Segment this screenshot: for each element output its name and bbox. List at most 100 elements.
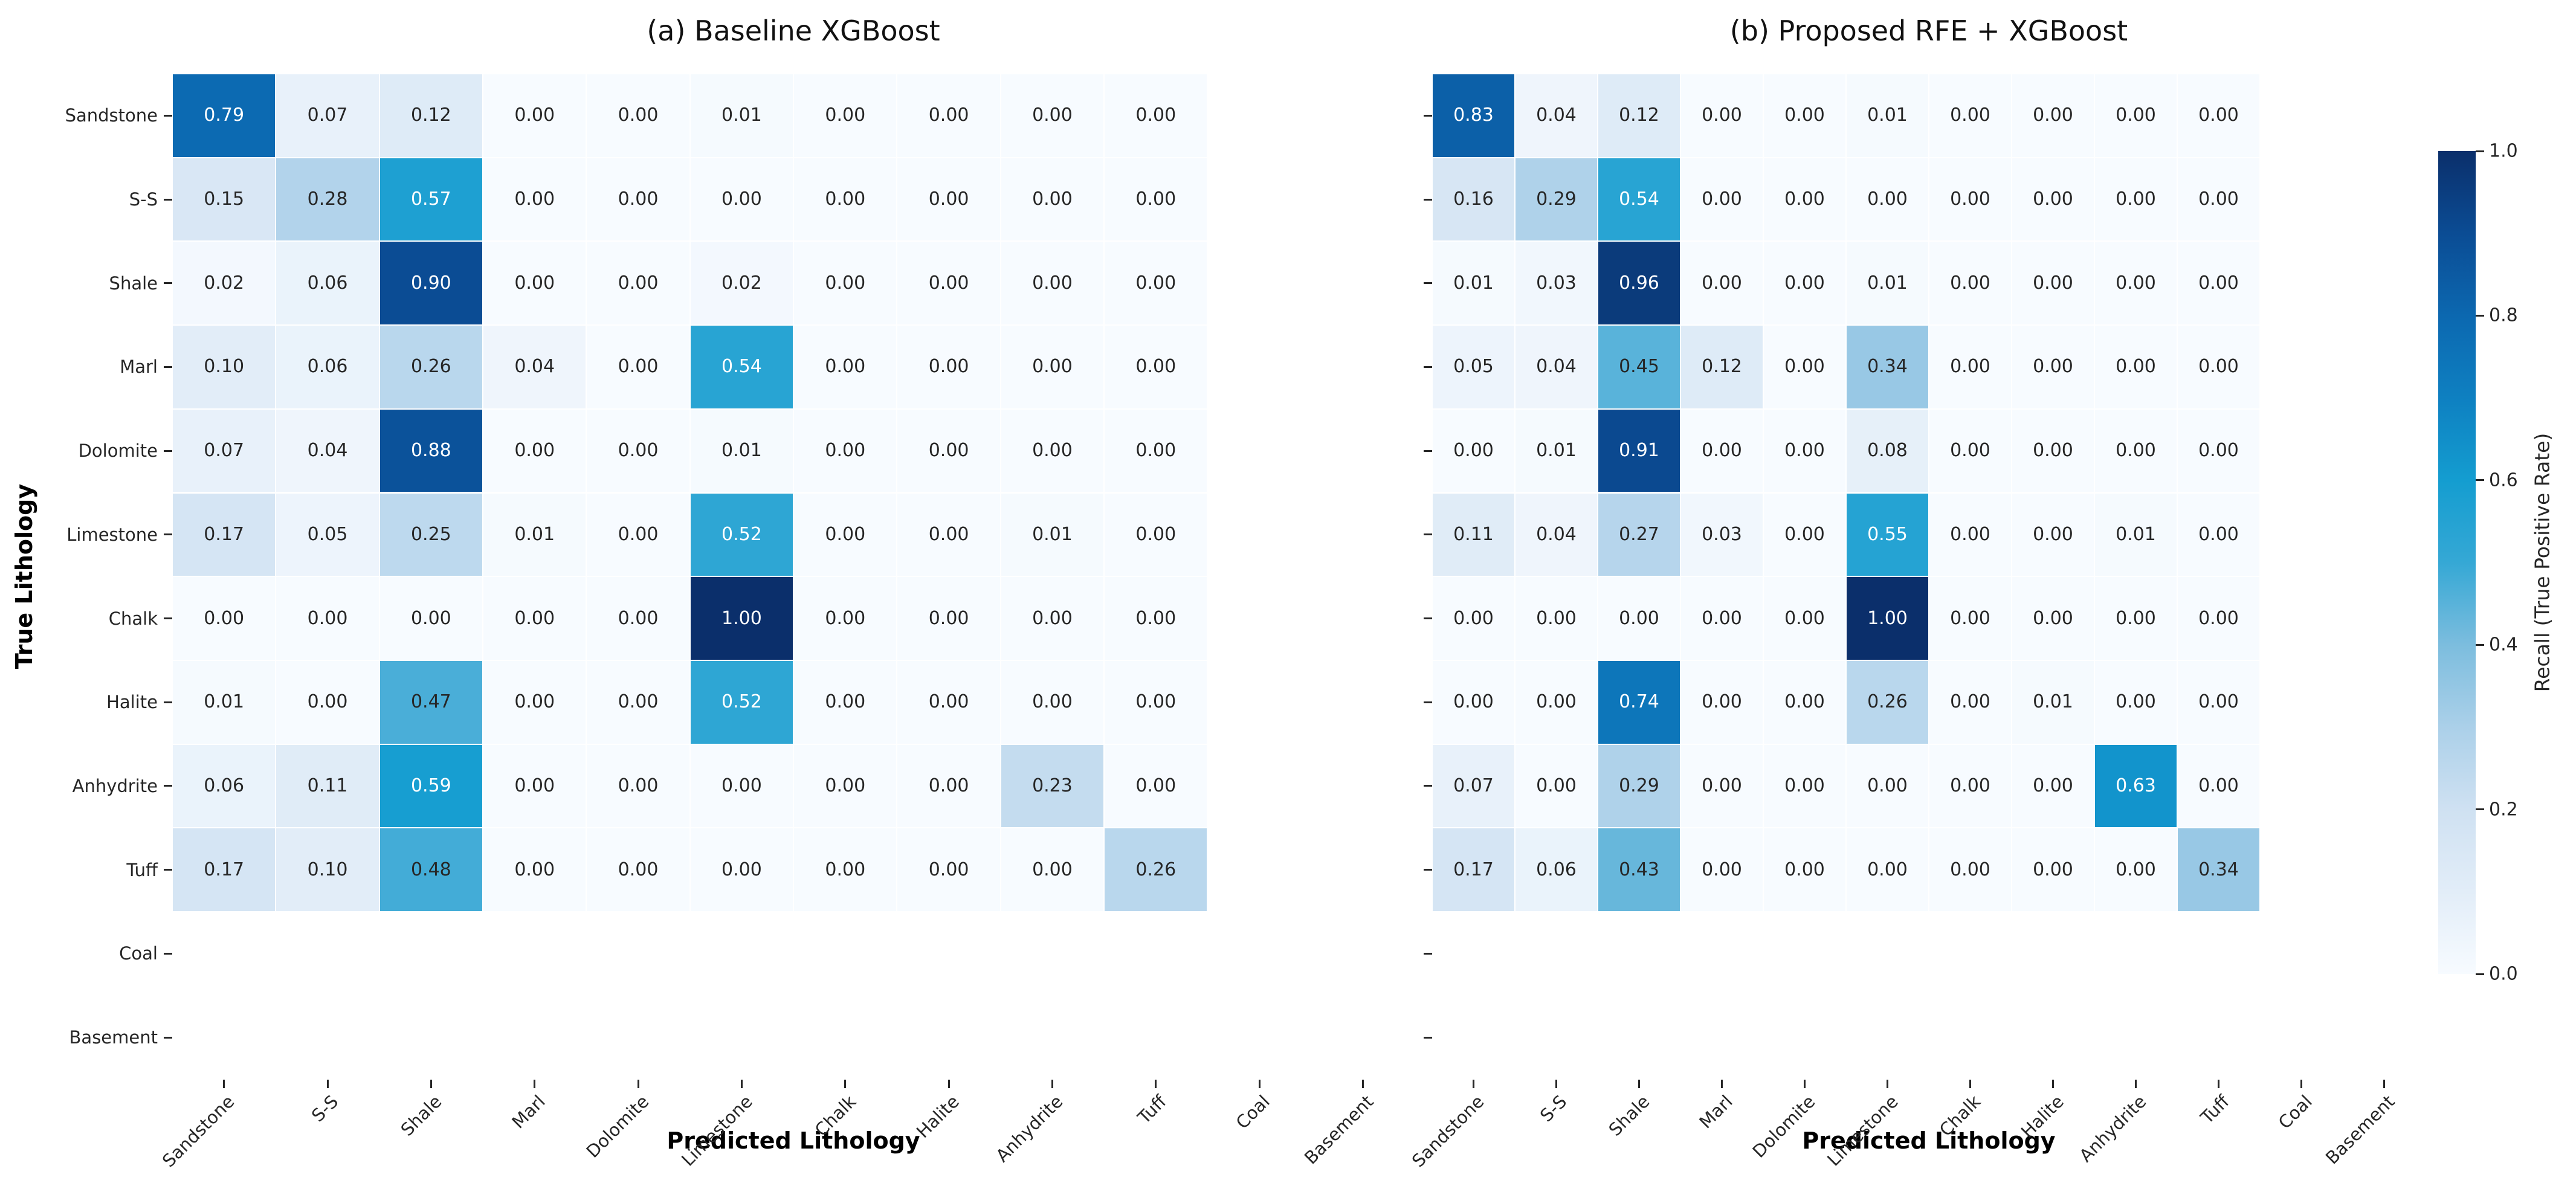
heatmap-cell: 0.34 xyxy=(1847,326,1928,408)
colorbar-tick-label: 0.0 xyxy=(2489,963,2518,985)
axis-tick xyxy=(164,366,172,368)
heatmap-cell: 0.04 xyxy=(1516,74,1597,157)
colorbar-gradient xyxy=(2438,151,2476,974)
heatmap-cell: 0.52 xyxy=(690,660,793,744)
y-tick-label: Dolomite xyxy=(78,440,158,462)
heatmap-cell: 0.01 xyxy=(1847,242,1928,325)
heatmap-cell: 0.00 xyxy=(1001,828,1104,911)
heatmap-cell: 0.00 xyxy=(1764,828,1845,911)
heatmap-cell: 0.10 xyxy=(276,828,379,911)
heatmap-cell: 0.00 xyxy=(794,660,897,744)
heatmap-cell: 0.00 xyxy=(173,577,276,660)
heatmap-cell: 0.00 xyxy=(587,493,689,576)
heatmap-cell: 0.01 xyxy=(1001,493,1104,576)
heatmap-cell: 0.00 xyxy=(1105,660,1207,744)
heatmap-cell: 0.00 xyxy=(2178,493,2259,576)
heatmap-cell: 0.48 xyxy=(379,828,483,911)
heatmap-cell: 0.01 xyxy=(1433,242,1514,325)
heatmap-cell: 0.00 xyxy=(2012,326,2094,408)
heatmap-cell: 0.00 xyxy=(1929,74,2011,157)
heatmap-cell: 0.00 xyxy=(2178,744,2259,828)
heatmap-cell: 0.00 xyxy=(2095,577,2177,660)
axis-tick xyxy=(1424,533,1432,536)
heatmap-cell: 0.00 xyxy=(587,577,689,660)
axis-tick xyxy=(1424,785,1432,787)
heatmap-cell: 0.28 xyxy=(276,158,379,241)
axis-tick xyxy=(164,869,172,871)
heatmap-cell: 0.04 xyxy=(1516,326,1597,408)
heatmap-cell: 0.03 xyxy=(1681,493,1763,576)
heatmap-cell: 0.00 xyxy=(2012,74,2094,157)
y-tick-label: Tuff xyxy=(126,859,158,880)
heatmap-cell: 0.00 xyxy=(1764,158,1845,241)
heatmap-cell: 0.12 xyxy=(1598,74,1680,157)
heatmap-cell: 0.00 xyxy=(2178,158,2259,241)
heatmap-cell: 0.17 xyxy=(173,828,276,911)
heatmap-cell: 0.17 xyxy=(1433,828,1514,911)
heatmap-cell: 0.00 xyxy=(587,326,689,408)
heatmap-cell: 0.00 xyxy=(1001,577,1104,660)
heatmap-cell: 0.00 xyxy=(1929,409,2011,492)
heatmap-cell: 0.00 xyxy=(2012,828,2094,911)
heatmap-cell: 0.00 xyxy=(1516,660,1597,744)
heatmap-cell: 0.06 xyxy=(276,242,379,325)
axis-tick xyxy=(1887,1080,1888,1089)
heatmap-cell: 0.06 xyxy=(1516,828,1597,911)
heatmap-cell: 0.00 xyxy=(794,326,897,408)
heatmap-cell: 1.00 xyxy=(1847,577,1928,660)
heatmap-cell: 0.00 xyxy=(1516,744,1597,828)
heatmap-cell: 0.26 xyxy=(379,326,483,408)
heatmap-cell: 0.00 xyxy=(2012,493,2094,576)
heatmap-cell: 0.11 xyxy=(276,744,379,828)
heatmap-cell: 0.05 xyxy=(276,493,379,576)
heatmap-cell: 0.00 xyxy=(2095,326,2177,408)
heatmap-cell: 0.00 xyxy=(690,158,793,241)
y-axis-label: True Lithology xyxy=(11,483,37,669)
heatmap-cell: 0.00 xyxy=(1764,744,1845,828)
axis-tick xyxy=(2476,973,2484,975)
heatmap-cell: 0.00 xyxy=(1764,242,1845,325)
y-tick-label: Basement xyxy=(69,1027,158,1048)
heatmap-cell: 0.00 xyxy=(2012,409,2094,492)
heatmap-cell: 0.01 xyxy=(2095,493,2177,576)
heatmap-cell: 0.16 xyxy=(1433,158,1514,241)
heatmap-cell: 0.79 xyxy=(173,74,276,157)
axis-tick xyxy=(1258,1080,1261,1089)
axis-tick xyxy=(1473,1080,1474,1089)
heatmap-cell: 0.00 xyxy=(1681,577,1763,660)
axis-tick xyxy=(947,1080,950,1089)
heatmap-cell: 0.00 xyxy=(794,74,897,157)
axis-tick xyxy=(844,1080,847,1089)
colorbar-tick-label: 0.4 xyxy=(2489,634,2518,656)
x-tick-label: Marl xyxy=(508,1091,549,1133)
x-tick-label: Marl xyxy=(1695,1091,1737,1133)
heatmap-cell: 0.01 xyxy=(1847,74,1928,157)
y-tick-label: Sandstone xyxy=(65,105,158,126)
heatmap-cell: 0.00 xyxy=(2178,326,2259,408)
heatmap-cell: 0.00 xyxy=(1516,577,1597,660)
heatmap-cell: 0.45 xyxy=(1598,326,1680,408)
heatmap-cell: 0.03 xyxy=(1516,242,1597,325)
y-tick-label: S-S xyxy=(129,189,158,210)
axis-tick xyxy=(164,450,172,452)
heatmap-cell: 0.00 xyxy=(2178,577,2259,660)
subplot-a-title: (a) Baseline XGBoost xyxy=(647,15,940,47)
heatmap-cell: 0.43 xyxy=(1598,828,1680,911)
heatmap-cell: 0.00 xyxy=(897,242,1000,325)
axis-tick xyxy=(1424,366,1432,368)
heatmap-cell: 0.00 xyxy=(2095,74,2177,157)
heatmap-cell: 0.02 xyxy=(173,242,276,325)
heatmap-cell: 0.07 xyxy=(276,74,379,157)
heatmap-cell: 0.00 xyxy=(1105,74,1207,157)
heatmap-cell: 0.15 xyxy=(173,158,276,241)
heatmap-cell: 0.04 xyxy=(1516,493,1597,576)
heatmap-cell: 0.00 xyxy=(1433,577,1514,660)
heatmap-cell: 0.00 xyxy=(587,242,689,325)
heatmap-cell: 0.00 xyxy=(1105,744,1207,828)
heatmap-cell: 0.00 xyxy=(794,828,897,911)
heatmap-cell: 0.00 xyxy=(1929,660,2011,744)
y-tick-label: Marl xyxy=(120,356,158,378)
heatmap-cell: 0.26 xyxy=(1105,828,1207,911)
heatmap-cell: 0.00 xyxy=(1681,828,1763,911)
